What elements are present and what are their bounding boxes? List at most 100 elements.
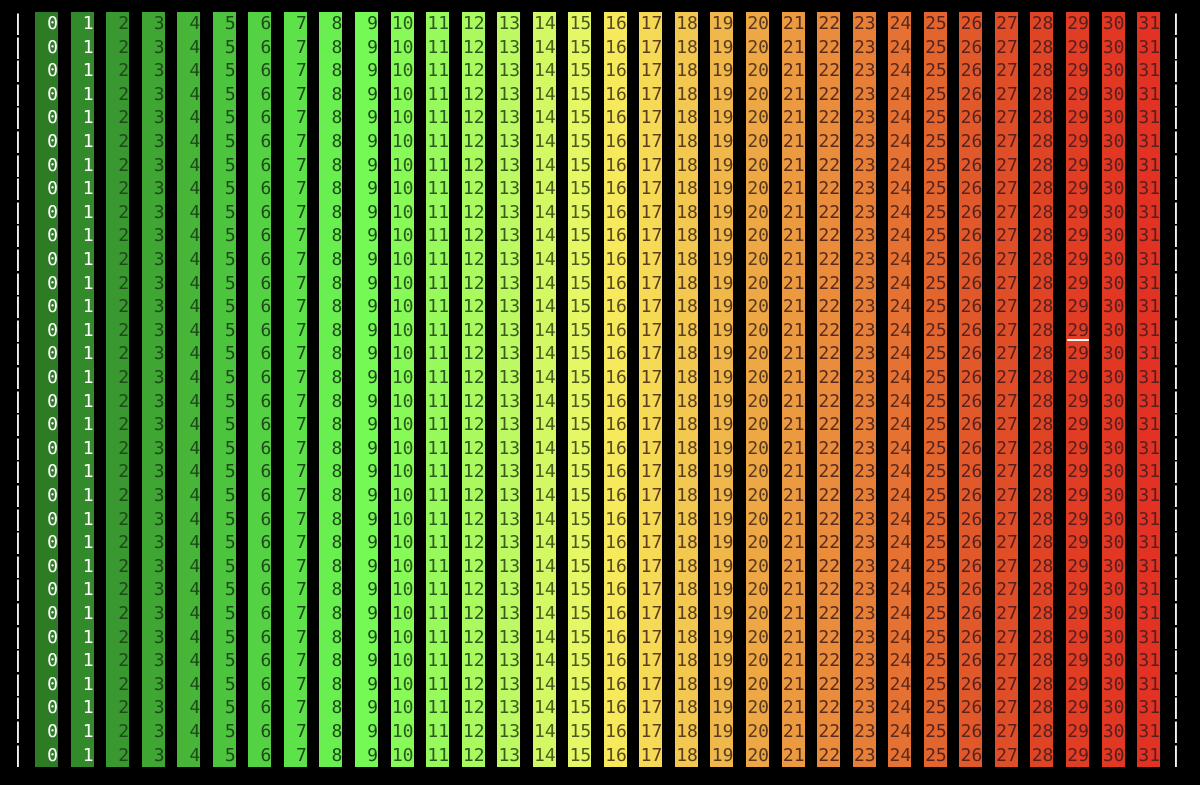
color-cell: 12 xyxy=(461,460,485,484)
color-cell: 2 xyxy=(106,82,130,107)
border-left-glyph: | xyxy=(11,317,25,342)
color-cell: 0 xyxy=(35,200,58,225)
color-cell: 17 xyxy=(639,554,663,579)
color-cell: 13 xyxy=(497,59,521,83)
color-cell: 29 xyxy=(1065,743,1089,768)
color-cell: 20 xyxy=(746,248,769,272)
color-cell: 16 xyxy=(603,224,627,248)
color-cell: 28 xyxy=(1030,295,1054,319)
color-cell: 13 xyxy=(497,460,521,484)
color-cell: 12 xyxy=(461,625,485,650)
color-cell: 27 xyxy=(994,602,1018,626)
color-cell: 30 xyxy=(1101,366,1125,390)
color-cell: 0 xyxy=(35,12,58,36)
color-cell: 4 xyxy=(177,130,201,154)
color-cell: 22 xyxy=(817,460,841,484)
color-cell: 17 xyxy=(639,413,663,437)
color-cell: 14 xyxy=(532,696,556,720)
color-cell: 23 xyxy=(852,82,876,107)
border-right-glyph: | xyxy=(1169,601,1183,625)
color-cell: 7 xyxy=(283,460,307,484)
color-cell: 15 xyxy=(568,366,592,390)
color-cell: 15 xyxy=(568,271,592,296)
color-cell: 10 xyxy=(390,177,414,201)
color-cell: 7 xyxy=(283,130,307,154)
color-cell: 19 xyxy=(710,484,734,508)
color-cell: 29 xyxy=(1065,12,1089,36)
color-cell: 2 xyxy=(106,366,130,390)
color-cell: 6 xyxy=(248,743,272,768)
color-cell: 25 xyxy=(923,554,947,579)
color-cell: 1 xyxy=(70,318,94,343)
color-cell: 2 xyxy=(106,59,130,83)
terminal-row: | 0 1 2 3 4 5 6 7 8 9 10 11 12 13 14 15 16 17 18 19 20 21 22 23 2… xyxy=(0,317,1200,343)
color-cell: 7 xyxy=(283,295,307,319)
terminal-row: | 0 1 2 3 4 5 6 7 8 9 10 11 12 13 14 15 16 17 18 19 20 21 22 23 2… xyxy=(0,743,1200,768)
color-cell: 21 xyxy=(781,531,805,555)
color-cell: 12 xyxy=(461,531,485,555)
color-cell: 17 xyxy=(639,625,663,650)
color-cell: 11 xyxy=(426,318,450,343)
color-cell: 17 xyxy=(639,106,663,130)
color-cell: 7 xyxy=(283,271,307,296)
terminal-row: | 0 1 2 3 4 5 6 7 8 9 10 11 12 13 14 15 16 17 18 19 20 21 22 23 2… xyxy=(0,719,1200,744)
color-cell: 25 xyxy=(923,248,947,272)
color-cell: 12 xyxy=(461,720,485,744)
color-cell: 13 xyxy=(497,578,521,602)
color-cell: 10 xyxy=(390,153,414,178)
color-cell: 30 xyxy=(1101,248,1125,272)
color-cell: 0 xyxy=(35,531,58,555)
color-cell: 1 xyxy=(70,106,94,130)
color-cell: 10 xyxy=(390,82,414,107)
color-cell: 30 xyxy=(1101,82,1125,107)
color-cell: 3 xyxy=(141,696,165,720)
color-cell: 13 xyxy=(497,649,521,673)
color-cell: 28 xyxy=(1030,484,1054,508)
color-cell: 24 xyxy=(888,12,912,36)
color-cell: 2 xyxy=(106,271,130,296)
border-right-glyph: | xyxy=(1169,365,1183,389)
color-cell: 20 xyxy=(746,59,769,83)
color-cell: 0 xyxy=(35,649,58,673)
color-cell: 21 xyxy=(781,720,805,744)
color-cell: 20 xyxy=(746,413,769,437)
color-cell: 11 xyxy=(426,59,450,83)
color-cell: 3 xyxy=(141,200,165,225)
border-right-glyph: | xyxy=(1169,341,1183,366)
color-cell: 0 xyxy=(35,507,58,532)
color-cell: 30 xyxy=(1101,271,1125,296)
color-cell: 19 xyxy=(710,82,734,107)
color-cell: 1 xyxy=(70,342,94,366)
color-cell: 16 xyxy=(603,413,627,437)
color-cell: 29 xyxy=(1065,153,1089,178)
terminal-row: | 0 1 2 3 4 5 6 7 8 9 10 11 12 13 14 15 16 17 18 19 20 21 22 23 2… xyxy=(0,177,1200,201)
color-cell: 19 xyxy=(710,389,734,414)
color-cell: 8 xyxy=(319,342,343,366)
color-cell: 27 xyxy=(994,672,1018,697)
color-cell: 13 xyxy=(497,106,521,130)
color-cell: 15 xyxy=(568,200,592,225)
color-cell: 31 xyxy=(1137,743,1161,768)
color-cell: 15 xyxy=(568,130,592,154)
color-cell: 28 xyxy=(1030,413,1054,437)
color-cell: 12 xyxy=(461,602,485,626)
color-cell: 4 xyxy=(177,436,201,461)
color-cell: 6 xyxy=(248,436,272,461)
color-cell: 30 xyxy=(1101,59,1125,83)
color-cell: 11 xyxy=(426,413,450,437)
color-cell: 17 xyxy=(639,602,663,626)
color-cell: 19 xyxy=(710,177,734,201)
color-cell: 6 xyxy=(248,460,272,484)
color-cell: 14 xyxy=(532,602,556,626)
color-cell: 0 xyxy=(35,130,58,154)
color-cell: 1 xyxy=(70,743,94,768)
border-right-glyph: | xyxy=(1169,553,1183,578)
border-left-glyph: | xyxy=(11,11,25,35)
color-cell: 21 xyxy=(781,602,805,626)
color-cell: 2 xyxy=(106,625,130,650)
color-cell: 15 xyxy=(568,625,592,650)
color-cell: 11 xyxy=(426,12,450,36)
color-cell: 19 xyxy=(710,248,734,272)
border-left-glyph: | xyxy=(11,152,25,177)
